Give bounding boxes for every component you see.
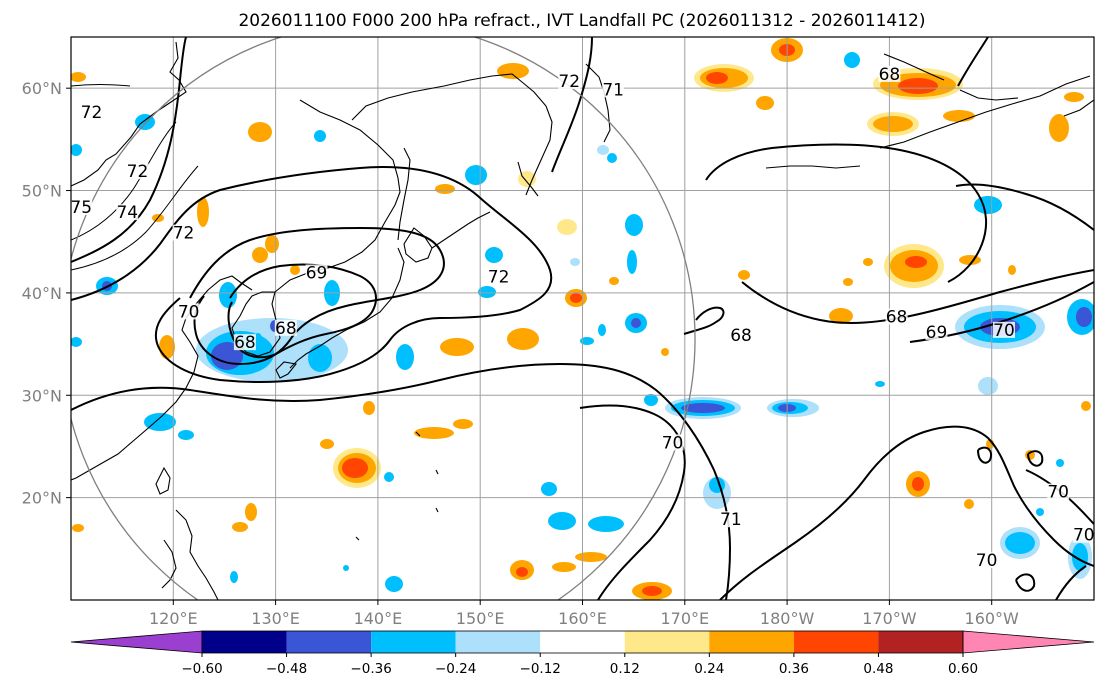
colorbar-tick-label: −0.48	[266, 661, 307, 677]
lat-tick-label: 40°N	[22, 284, 62, 303]
contour-label-bg	[126, 163, 149, 180]
contour-label-bg	[992, 321, 1015, 338]
contour-label-bg	[177, 303, 200, 320]
plot-area: 72 72 74 75 72 69 70 68 68 72 72 71 68 68 68 69 70 70 71 70…	[70, 37, 1095, 600]
contour-label-bg	[487, 268, 510, 285]
contour-label-bg	[730, 326, 753, 343]
colorbar-extend-high	[962, 630, 1095, 654]
contour-label: 68	[879, 65, 901, 85]
contour-label: 71	[720, 510, 742, 530]
colorbar-outline	[201, 630, 964, 654]
contour-label: 68	[275, 319, 297, 339]
contour-label: 70	[976, 551, 998, 571]
contour-label-bg	[274, 319, 297, 336]
colorbar-swatch	[709, 631, 794, 653]
contour-label: 70	[1073, 526, 1095, 546]
lon-tick-label: 150°E	[456, 609, 505, 628]
lon-tick-label: 170°E	[660, 609, 709, 628]
contour-label: 72	[488, 268, 510, 288]
contour-label-bg	[172, 224, 195, 241]
lat-tick-label: 20°N	[22, 489, 62, 508]
positive-anomaly	[71, 38, 1091, 600]
contour-label-bg	[71, 199, 93, 216]
colorbar-swatch	[455, 631, 541, 653]
contour-label: 68	[730, 326, 752, 346]
contour-label: 72	[127, 162, 149, 182]
contour-label: 70	[662, 433, 684, 453]
lon-tick-label: 140°E	[354, 609, 403, 628]
contour-label: 70	[178, 302, 200, 322]
lon-tick-label: 180°W	[760, 609, 815, 628]
figure-title: 2026011100 F000 200 hPa refract., IVT La…	[238, 11, 925, 31]
colorbar-tick-label: −0.24	[435, 661, 476, 677]
contour-label: 72	[81, 103, 103, 123]
colorbar-swatch	[540, 631, 625, 653]
colorbar-tick-label: 0.48	[863, 661, 893, 677]
contour-label-bg	[878, 65, 901, 82]
colorbar-swatch	[878, 631, 963, 653]
contour-label: 75	[70, 198, 92, 218]
colorbar: −0.60 −0.48 −0.36 −0.24 −0.12 0.12 0.24 0.36 0.4…	[70, 630, 1095, 677]
contour-label-bg	[305, 264, 328, 281]
contour-label-bg	[602, 81, 625, 98]
lat-tick-label: 60°N	[22, 79, 62, 98]
colorbar-tick-label: 0.24	[694, 661, 724, 677]
contour-label-bg	[975, 552, 998, 569]
contour-label: 70	[1047, 483, 1069, 503]
contour-label: 72	[558, 72, 580, 92]
contour-labels: 72 72 74 75 72 69 70 68 68 72 72 71 68 68 68 69 70 70 71 70…	[70, 65, 1095, 571]
contour-label-bg	[558, 73, 581, 90]
colorbar-tick-label: −0.60	[181, 661, 222, 677]
lon-tick-label: 160°E	[558, 609, 607, 628]
lon-tick-label: 120°E	[149, 609, 198, 628]
contour-label: 74	[116, 203, 138, 223]
colorbar-swatch	[202, 631, 287, 653]
colorbar-tick-label: 0.36	[779, 661, 809, 677]
contour-label-bg	[1047, 483, 1070, 500]
thin-contours	[71, 84, 199, 271]
contour-label-bg	[661, 434, 684, 451]
contour-label: 72	[173, 224, 195, 244]
contour-label: 69	[926, 323, 948, 343]
contour-label-bg	[1072, 526, 1094, 543]
colorbar-tick-label: −0.36	[350, 661, 391, 677]
contour-label: 69	[306, 264, 328, 284]
colorbar-tick-label: 0.12	[610, 661, 640, 677]
colorbar-tick-label: −0.12	[520, 661, 561, 677]
lon-tick-label: 130°E	[251, 609, 300, 628]
lat-tick-label: 50°N	[22, 182, 62, 201]
colorbar-swatch	[793, 631, 879, 653]
contour-label-bg	[80, 103, 103, 120]
contour-label: 70	[993, 321, 1015, 341]
contour-label-bg	[233, 334, 256, 351]
contour-label-bg	[116, 204, 139, 221]
colorbar-tick-label: 0.60	[948, 661, 978, 677]
lon-tick-label: 170°W	[862, 609, 917, 628]
colorbar-swatch	[371, 631, 456, 653]
contour-label-bg	[885, 308, 908, 325]
contour-label-bg	[925, 323, 948, 340]
coastlines	[71, 41, 1094, 600]
range-circle	[71, 37, 696, 600]
lon-tick-label: 160°W	[965, 609, 1020, 628]
lat-tick-label: 30°N	[22, 386, 62, 405]
colorbar-swatch	[286, 631, 372, 653]
contour-label: 68	[886, 308, 908, 328]
contour-label-bg	[719, 511, 742, 528]
colorbar-extend-low	[70, 630, 203, 654]
colorbar-swatch	[624, 631, 710, 653]
longitude-ticks: 120°E 130°E 140°E 150°E 160°E 170°E 180°W 170°W…	[149, 600, 1019, 628]
contour-label: 71	[602, 80, 624, 100]
contour-label: 68	[234, 333, 256, 353]
latitude-ticks: 20°N 30°N 40°N 50°N 60°N	[22, 79, 71, 508]
